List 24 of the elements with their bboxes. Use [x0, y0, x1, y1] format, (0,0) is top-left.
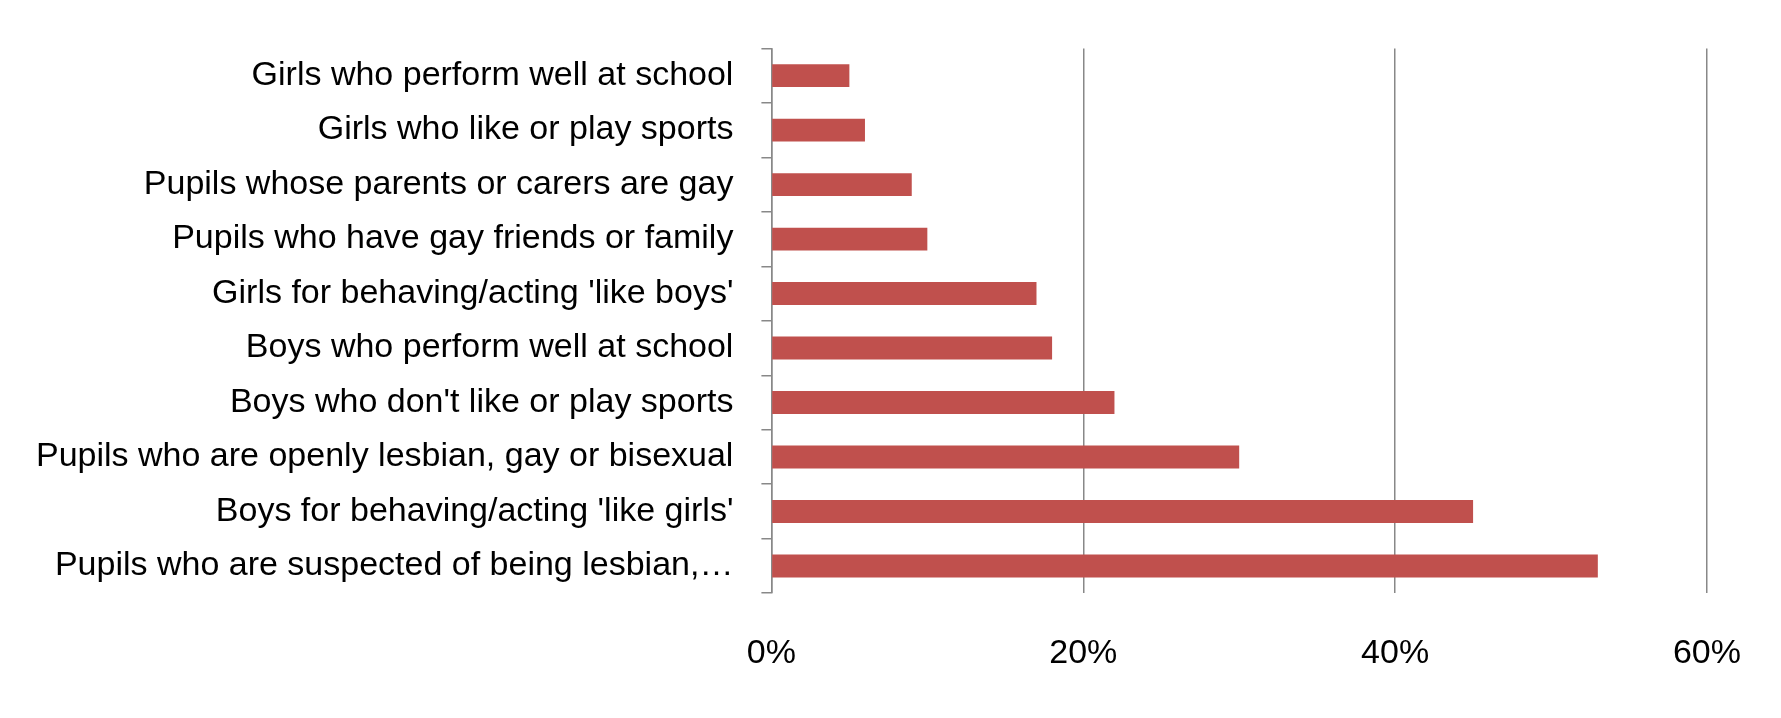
bar [772, 336, 1053, 360]
y-tick-label: Pupils who have gay friends or family [172, 217, 734, 256]
bar [772, 445, 1240, 469]
y-tick-label: Boys for behaving/acting 'like girls' [215, 489, 734, 528]
y-tick-label: Girls who perform well at school [251, 54, 734, 93]
bar [772, 227, 928, 251]
bar [772, 173, 912, 197]
x-tick-label: 60% [1672, 631, 1742, 670]
y-tick-label: Boys who don't like or play sports [229, 380, 734, 419]
y-tick-label: Girls for behaving/acting 'like boys' [212, 271, 734, 310]
bar [772, 391, 1115, 414]
bar [772, 282, 1037, 305]
bar [772, 554, 1598, 578]
y-tick-label: Pupils who are suspected of being lesbian,… [54, 544, 734, 583]
y-tick-label: Girls who like or play sports [317, 108, 734, 147]
bar [772, 118, 865, 142]
bar [772, 500, 1474, 523]
x-tick-label: 20% [1049, 631, 1118, 670]
bar [772, 64, 850, 88]
y-tick-label: Boys who perform well at school [245, 326, 734, 365]
x-tick-label: 0% [746, 631, 796, 670]
x-tick-label: 40% [1361, 631, 1430, 670]
y-tick-label: Pupils whose parents or carers are gay [143, 162, 734, 201]
y-tick-label: Pupils who are openly lesbian, gay or bisexual [35, 435, 734, 474]
